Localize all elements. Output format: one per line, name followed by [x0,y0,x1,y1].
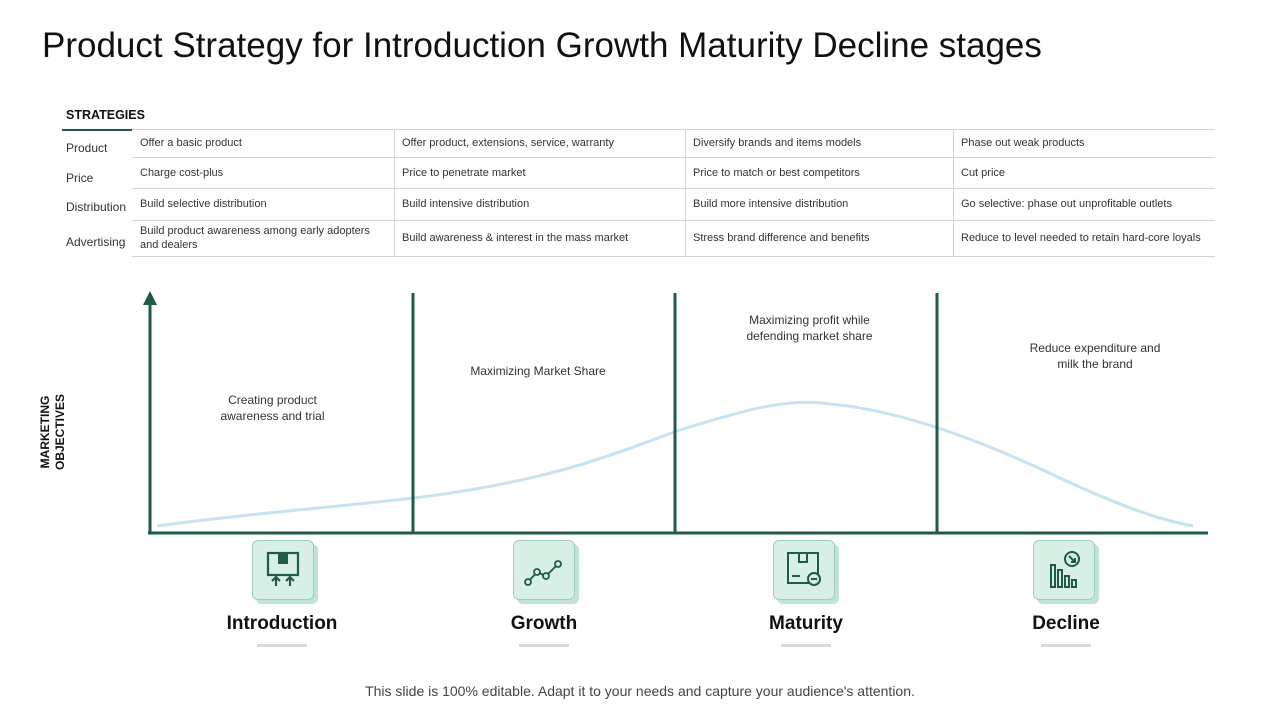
table-cell: Build more intensive distribution [693,198,849,210]
table-divider [132,220,1215,221]
stage-label-maturity: Maturity [769,613,843,634]
row-label-distribution: Distribution [66,200,127,214]
table-divider [685,129,686,257]
table-cell: Go selective: phase out unprofitable out… [961,198,1172,210]
row-label-advertising: Advertising [66,235,126,249]
y-axis-label: MARKETING OBJECTIVES [38,393,67,471]
table-cell: Offer product, extensions, service, warr… [402,137,614,149]
stage-icon-maturity [773,540,835,600]
stage-label-introduction: Introduction [226,613,338,634]
table-cell: Charge cost-plus [140,166,224,179]
stage-icon-growth [513,540,575,600]
row-label-price: Price [66,171,94,185]
stage-underline [257,644,307,647]
stage-icon-decline [1033,540,1095,600]
page-title: Product Strategy for Introduction Growth… [42,26,1042,65]
stage-icon-introduction [252,540,314,600]
footer-note: This slide is 100% editable. Adapt it to… [365,683,915,699]
table-divider [953,129,954,257]
table-divider [132,129,1215,130]
lifecycle-curve [156,400,1194,528]
box-arrows-up-icon [266,551,300,586]
bar-chart-decline-icon [1050,551,1080,588]
objective-growth: Maximizing Market Share [470,364,606,378]
table-cell: Phase out weak products [961,137,1085,149]
table-cell: Offer a basic product [140,137,242,149]
table-cell: Stress brand difference and benefits [693,232,870,244]
table-divider [132,256,1215,257]
strategies-table: Offer a basic product Offer product, ext… [132,129,1215,257]
stage-label-decline: Decline [1032,613,1100,634]
table-divider [394,129,395,257]
table-cell: Build intensive distribution [402,198,530,210]
table-cell: Build awareness & interest in the mass m… [402,232,629,244]
table-cell: Price to match or best competitors [693,166,860,179]
box-minus-icon [787,552,821,586]
stage-label-growth: Growth [510,613,578,634]
stage-underline [1041,644,1091,647]
table-divider [132,188,1215,189]
row-label-product: Product [66,141,108,155]
table-divider [132,157,1215,158]
y-axis-arrow-icon [143,291,157,305]
objective-decline: Reduce expenditure and milk the brand [1029,341,1161,371]
table-cell: Build selective distribution [140,198,267,210]
table-cell: Cut price [961,166,1006,179]
strategies-heading: STRATEGIES [66,108,145,122]
table-cell: Reduce to level needed to retain hard-co… [961,232,1201,244]
table-cell: Diversify brands and items models [693,137,862,149]
table-cell: Price to penetrate market [402,166,526,179]
strategies-underline [62,129,132,131]
stage-underline [519,644,569,647]
line-trend-icon [524,560,562,586]
objective-maturity: Maximizing profit while defending market… [746,313,873,343]
stage-underline [781,644,831,647]
table-cell: Build product awareness among early adop… [140,225,370,251]
objective-introduction: Creating product awareness and trial [220,393,325,423]
